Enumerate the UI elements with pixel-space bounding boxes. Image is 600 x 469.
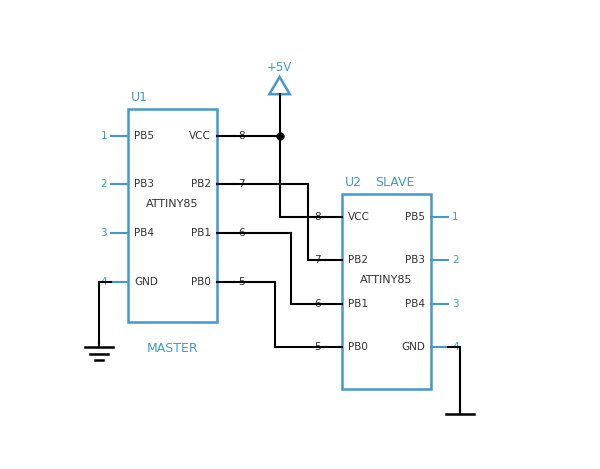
Text: GND: GND — [401, 342, 425, 352]
Text: 2: 2 — [100, 180, 107, 189]
Text: 8: 8 — [238, 131, 245, 141]
Text: VCC: VCC — [190, 131, 211, 141]
Text: PB4: PB4 — [134, 228, 154, 238]
Text: PB1: PB1 — [191, 228, 211, 238]
Text: 8: 8 — [314, 212, 321, 222]
Text: 6: 6 — [238, 228, 245, 238]
Text: +5V: +5V — [267, 61, 292, 74]
Text: PB1: PB1 — [348, 299, 368, 309]
Text: PB5: PB5 — [405, 212, 425, 222]
Text: 3: 3 — [100, 228, 107, 238]
Bar — [128, 109, 217, 322]
Text: 1: 1 — [100, 131, 107, 141]
Text: 5: 5 — [314, 342, 321, 352]
Text: PB0: PB0 — [348, 342, 368, 352]
Text: PB0: PB0 — [191, 277, 211, 287]
Text: PB4: PB4 — [405, 299, 425, 309]
Bar — [343, 194, 431, 388]
Text: 4: 4 — [100, 277, 107, 287]
Text: VCC: VCC — [348, 212, 370, 222]
Text: 7: 7 — [238, 180, 245, 189]
Text: PB2: PB2 — [348, 255, 368, 265]
Text: U1: U1 — [131, 91, 148, 104]
Text: 6: 6 — [314, 299, 321, 309]
Text: 5: 5 — [238, 277, 245, 287]
Text: SLAVE: SLAVE — [375, 176, 415, 189]
Text: MASTER: MASTER — [147, 341, 199, 355]
Text: PB3: PB3 — [134, 180, 154, 189]
Text: 1: 1 — [452, 212, 459, 222]
Text: GND: GND — [134, 277, 158, 287]
Text: 7: 7 — [314, 255, 321, 265]
Text: 2: 2 — [452, 255, 459, 265]
Text: U2: U2 — [344, 176, 362, 189]
Text: PB2: PB2 — [191, 180, 211, 189]
Text: 3: 3 — [452, 299, 459, 309]
Text: PB5: PB5 — [134, 131, 154, 141]
Text: ATTINY85: ATTINY85 — [360, 275, 413, 285]
Text: ATTINY85: ATTINY85 — [146, 199, 199, 209]
Text: 4: 4 — [452, 342, 459, 352]
Text: PB3: PB3 — [405, 255, 425, 265]
